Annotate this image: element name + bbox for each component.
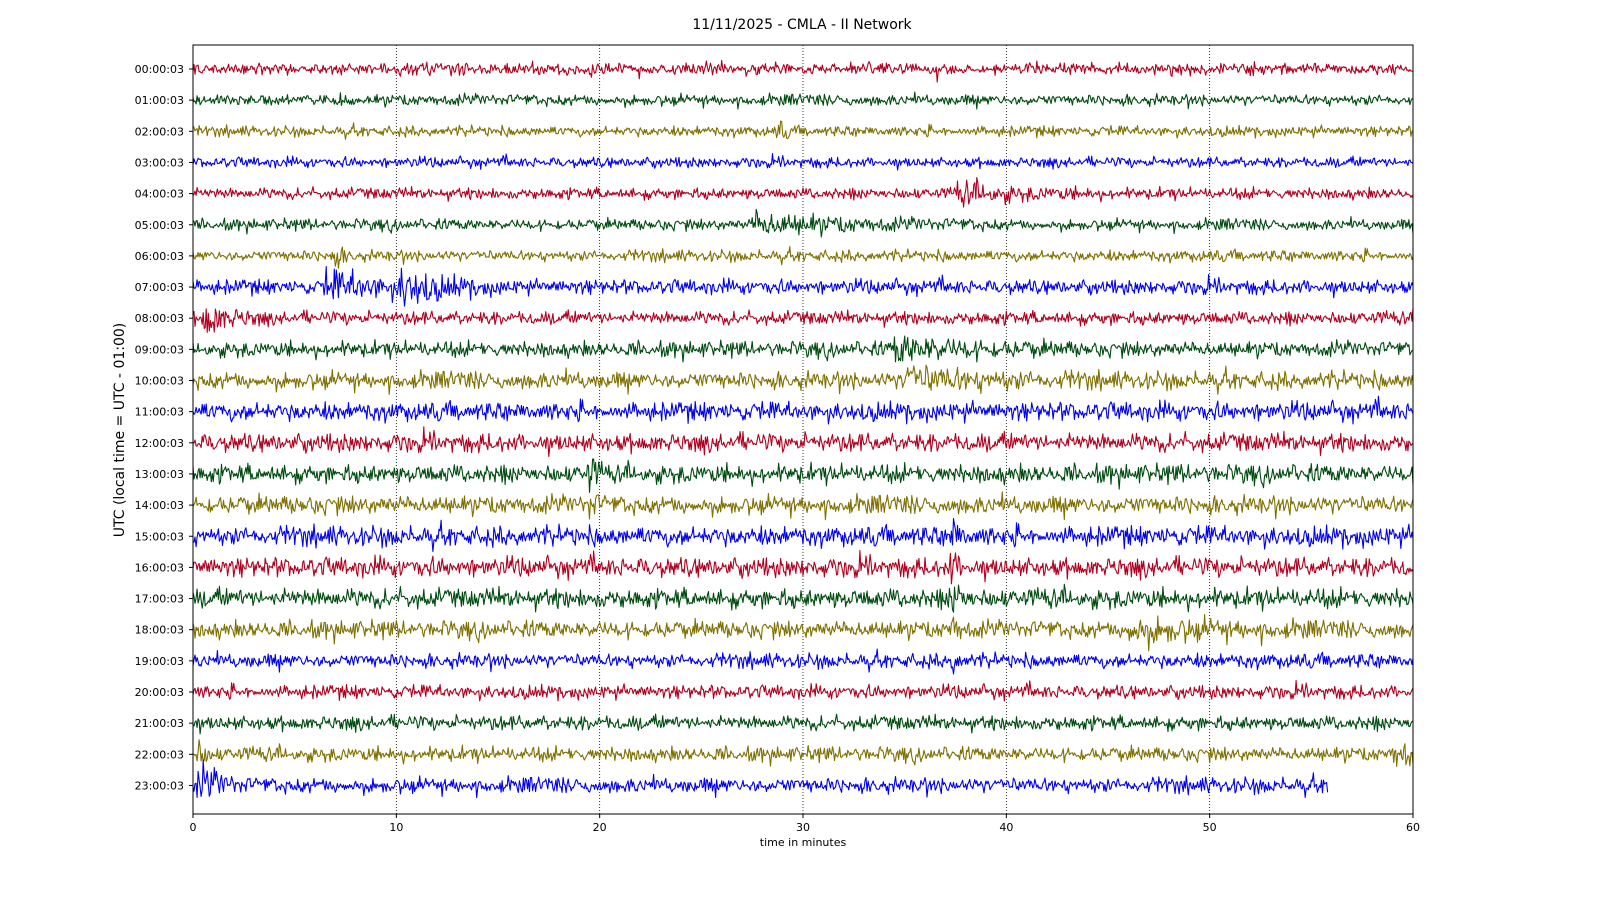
trace-10: [192, 364, 1414, 395]
x-tick-label-6: 60: [1406, 821, 1420, 834]
trace-15: [192, 517, 1414, 553]
trace-18: [192, 614, 1414, 652]
y-tick-label-14: 14:00:03: [135, 499, 184, 512]
y-tick-label-1: 01:00:03: [135, 94, 184, 107]
x-tick-label-2: 20: [593, 821, 607, 834]
y-tick-label-20: 20:00:03: [135, 686, 184, 699]
trace-11: [192, 395, 1414, 425]
x-tick-label-3: 30: [796, 821, 810, 834]
trace-3: [192, 153, 1414, 171]
trace-20: [192, 679, 1414, 702]
y-tick-label-17: 17:00:03: [135, 593, 184, 606]
trace-0: [192, 59, 1414, 83]
trace-1: [192, 91, 1413, 110]
y-tick-label-18: 18:00:03: [135, 624, 184, 637]
trace-7: [192, 265, 1414, 307]
y-tick-label-8: 08:00:03: [135, 312, 184, 325]
trace-12: [192, 426, 1414, 458]
x-tick-label-4: 40: [999, 821, 1013, 834]
trace-22: [192, 739, 1414, 767]
trace-8: [192, 308, 1414, 333]
y-tick-label-2: 02:00:03: [135, 125, 184, 138]
y-tick-labels: 00:00:03 01:00:03 02:00:03 03:00:03 04:00:03…: [135, 63, 193, 792]
y-tick-label-11: 11:00:03: [135, 406, 184, 419]
trace-19: [192, 648, 1414, 675]
grid-lines: [395, 45, 1211, 814]
y-tick-label-13: 13:00:03: [135, 468, 184, 481]
y-tick-label-22: 22:00:03: [135, 748, 184, 761]
seismogram-traces: [192, 59, 1414, 799]
trace-17: [192, 583, 1414, 613]
trace-16: [192, 549, 1414, 585]
y-tick-label-12: 12:00:03: [135, 437, 184, 450]
x-tick-label-5: 50: [1203, 821, 1217, 834]
trace-2: [192, 120, 1414, 140]
trace-21: [192, 713, 1414, 735]
y-tick-label-16: 16:00:03: [135, 561, 184, 574]
trace-4: [192, 176, 1414, 208]
y-tick-label-19: 19:00:03: [135, 655, 184, 668]
y-tick-label-4: 04:00:03: [135, 188, 184, 201]
y-tick-label-7: 07:00:03: [135, 281, 184, 294]
trace-6: [192, 246, 1414, 269]
y-tick-label-15: 15:00:03: [135, 530, 184, 543]
trace-14: [192, 491, 1414, 521]
x-tick-label-1: 10: [389, 821, 403, 834]
trace-13: [192, 458, 1414, 493]
x-axis-label: time in minutes: [760, 836, 847, 849]
y-tick-label-0: 00:00:03: [135, 63, 184, 76]
y-axis-label: UTC (local time = UTC - 01:00): [112, 323, 128, 538]
trace-5: [192, 208, 1414, 238]
y-tick-label-9: 09:00:03: [135, 343, 184, 356]
x-tick-label-0: 0: [190, 821, 197, 834]
chart-title: 11/11/2025 - CMLA - II Network: [692, 17, 912, 33]
trace-9: [192, 335, 1414, 363]
trace-23: [192, 759, 1329, 799]
y-tick-label-3: 03:00:03: [135, 156, 184, 169]
y-tick-label-10: 10:00:03: [135, 375, 184, 388]
y-tick-label-6: 06:00:03: [135, 250, 184, 263]
x-axis-ticks: 0 10 20 30 40 50 60: [190, 814, 1420, 834]
y-tick-label-23: 23:00:03: [135, 779, 184, 792]
y-tick-label-5: 05:00:03: [135, 219, 184, 232]
y-tick-label-21: 21:00:03: [135, 717, 184, 730]
